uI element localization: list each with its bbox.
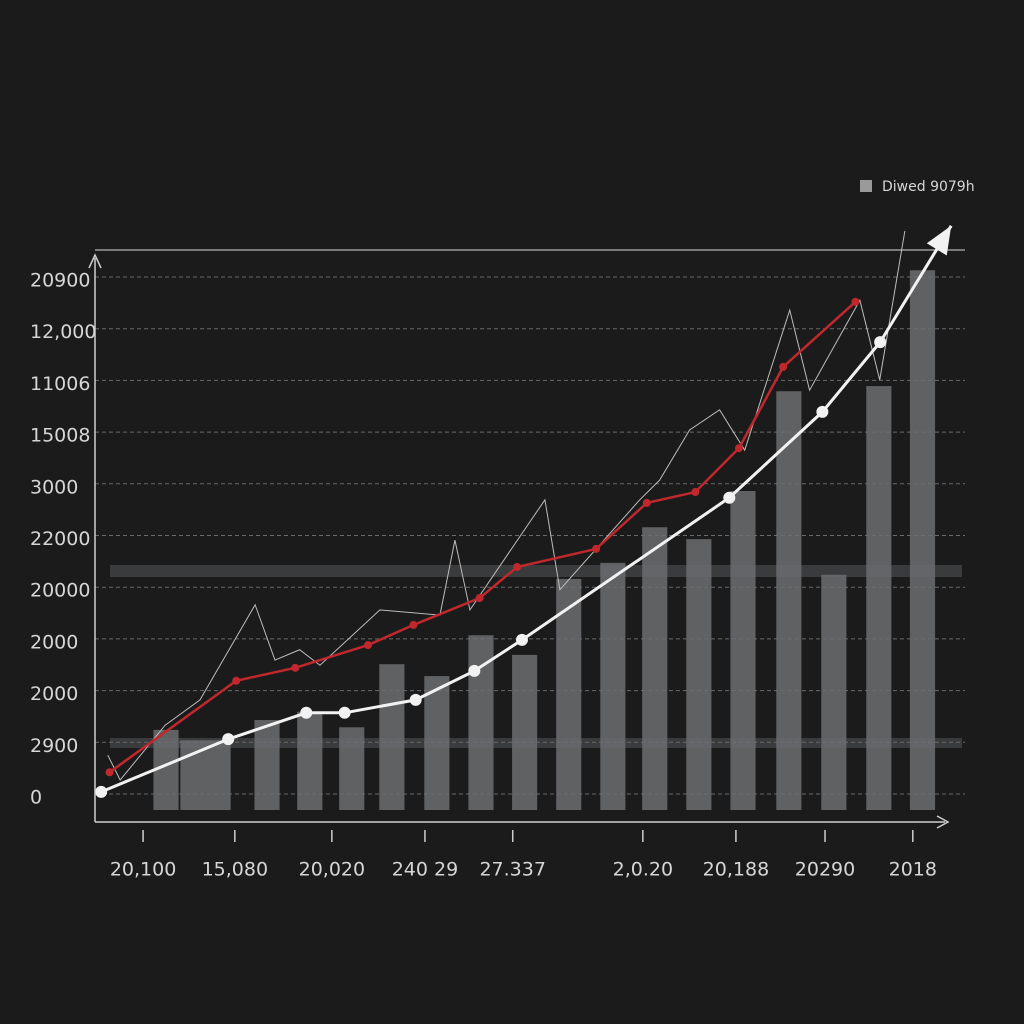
bar <box>686 539 712 810</box>
point <box>409 620 418 629</box>
point <box>779 362 788 371</box>
legend-swatch <box>860 180 872 192</box>
bar <box>379 664 405 810</box>
point <box>300 706 313 719</box>
point <box>513 563 522 572</box>
legend-text: Diwed 9079h <box>882 179 975 195</box>
y-tick-label: 2000 <box>30 631 78 653</box>
x-tick-label: 20290 <box>795 859 855 881</box>
y-tick-label: 15008 <box>30 425 90 447</box>
axis-arrow <box>936 815 950 829</box>
x-tick-label: 20,188 <box>703 859 769 881</box>
bar <box>730 491 756 810</box>
point <box>291 663 300 672</box>
bar <box>424 676 450 810</box>
x-tick-label: 20,100 <box>110 859 176 881</box>
bar <box>821 574 847 810</box>
x-tick-label: 2018 <box>889 859 937 881</box>
point <box>515 633 528 646</box>
bar <box>909 270 936 810</box>
y-tick-label: 20000 <box>30 580 90 602</box>
x-tick-label: 2,0.20 <box>613 859 673 881</box>
y-tick-label: 2000 <box>30 683 78 705</box>
point <box>468 664 481 677</box>
bar <box>776 391 802 810</box>
point <box>95 785 108 798</box>
line <box>107 230 906 781</box>
arrow-head <box>926 225 952 256</box>
point <box>723 491 736 504</box>
y-tick-label: 0 <box>30 787 42 809</box>
point <box>105 768 114 777</box>
point <box>642 498 651 507</box>
bar <box>297 711 323 810</box>
bar <box>642 527 668 810</box>
bar <box>339 727 365 810</box>
point <box>735 444 744 453</box>
y-tick-label: 20900 <box>30 270 90 292</box>
bar <box>556 578 582 810</box>
point <box>592 544 601 553</box>
point <box>874 336 887 349</box>
x-tick-label: 27.337 <box>479 859 545 881</box>
point <box>222 733 235 746</box>
point <box>232 676 241 685</box>
point <box>338 706 351 719</box>
x-tick-label: 240 29 <box>392 859 458 881</box>
y-tick-label: 2900 <box>30 735 78 757</box>
point <box>816 405 829 418</box>
point <box>364 641 373 650</box>
bar <box>512 654 538 810</box>
point <box>475 594 484 603</box>
axis-arrow <box>88 253 102 269</box>
y-tick-label: 11006 <box>30 373 90 395</box>
bar <box>468 635 494 810</box>
point <box>851 297 860 306</box>
bar <box>254 720 280 810</box>
x-tick-label: 20,020 <box>299 859 365 881</box>
y-tick-label: 12,000 <box>30 321 96 343</box>
x-tick-label: 15,080 <box>202 859 268 881</box>
bar <box>866 386 892 810</box>
bar <box>600 562 626 810</box>
point <box>409 693 422 706</box>
y-tick-label: 22000 <box>30 528 90 550</box>
bar <box>205 740 231 810</box>
point <box>691 488 700 497</box>
y-tick-label: 3000 <box>30 476 78 498</box>
